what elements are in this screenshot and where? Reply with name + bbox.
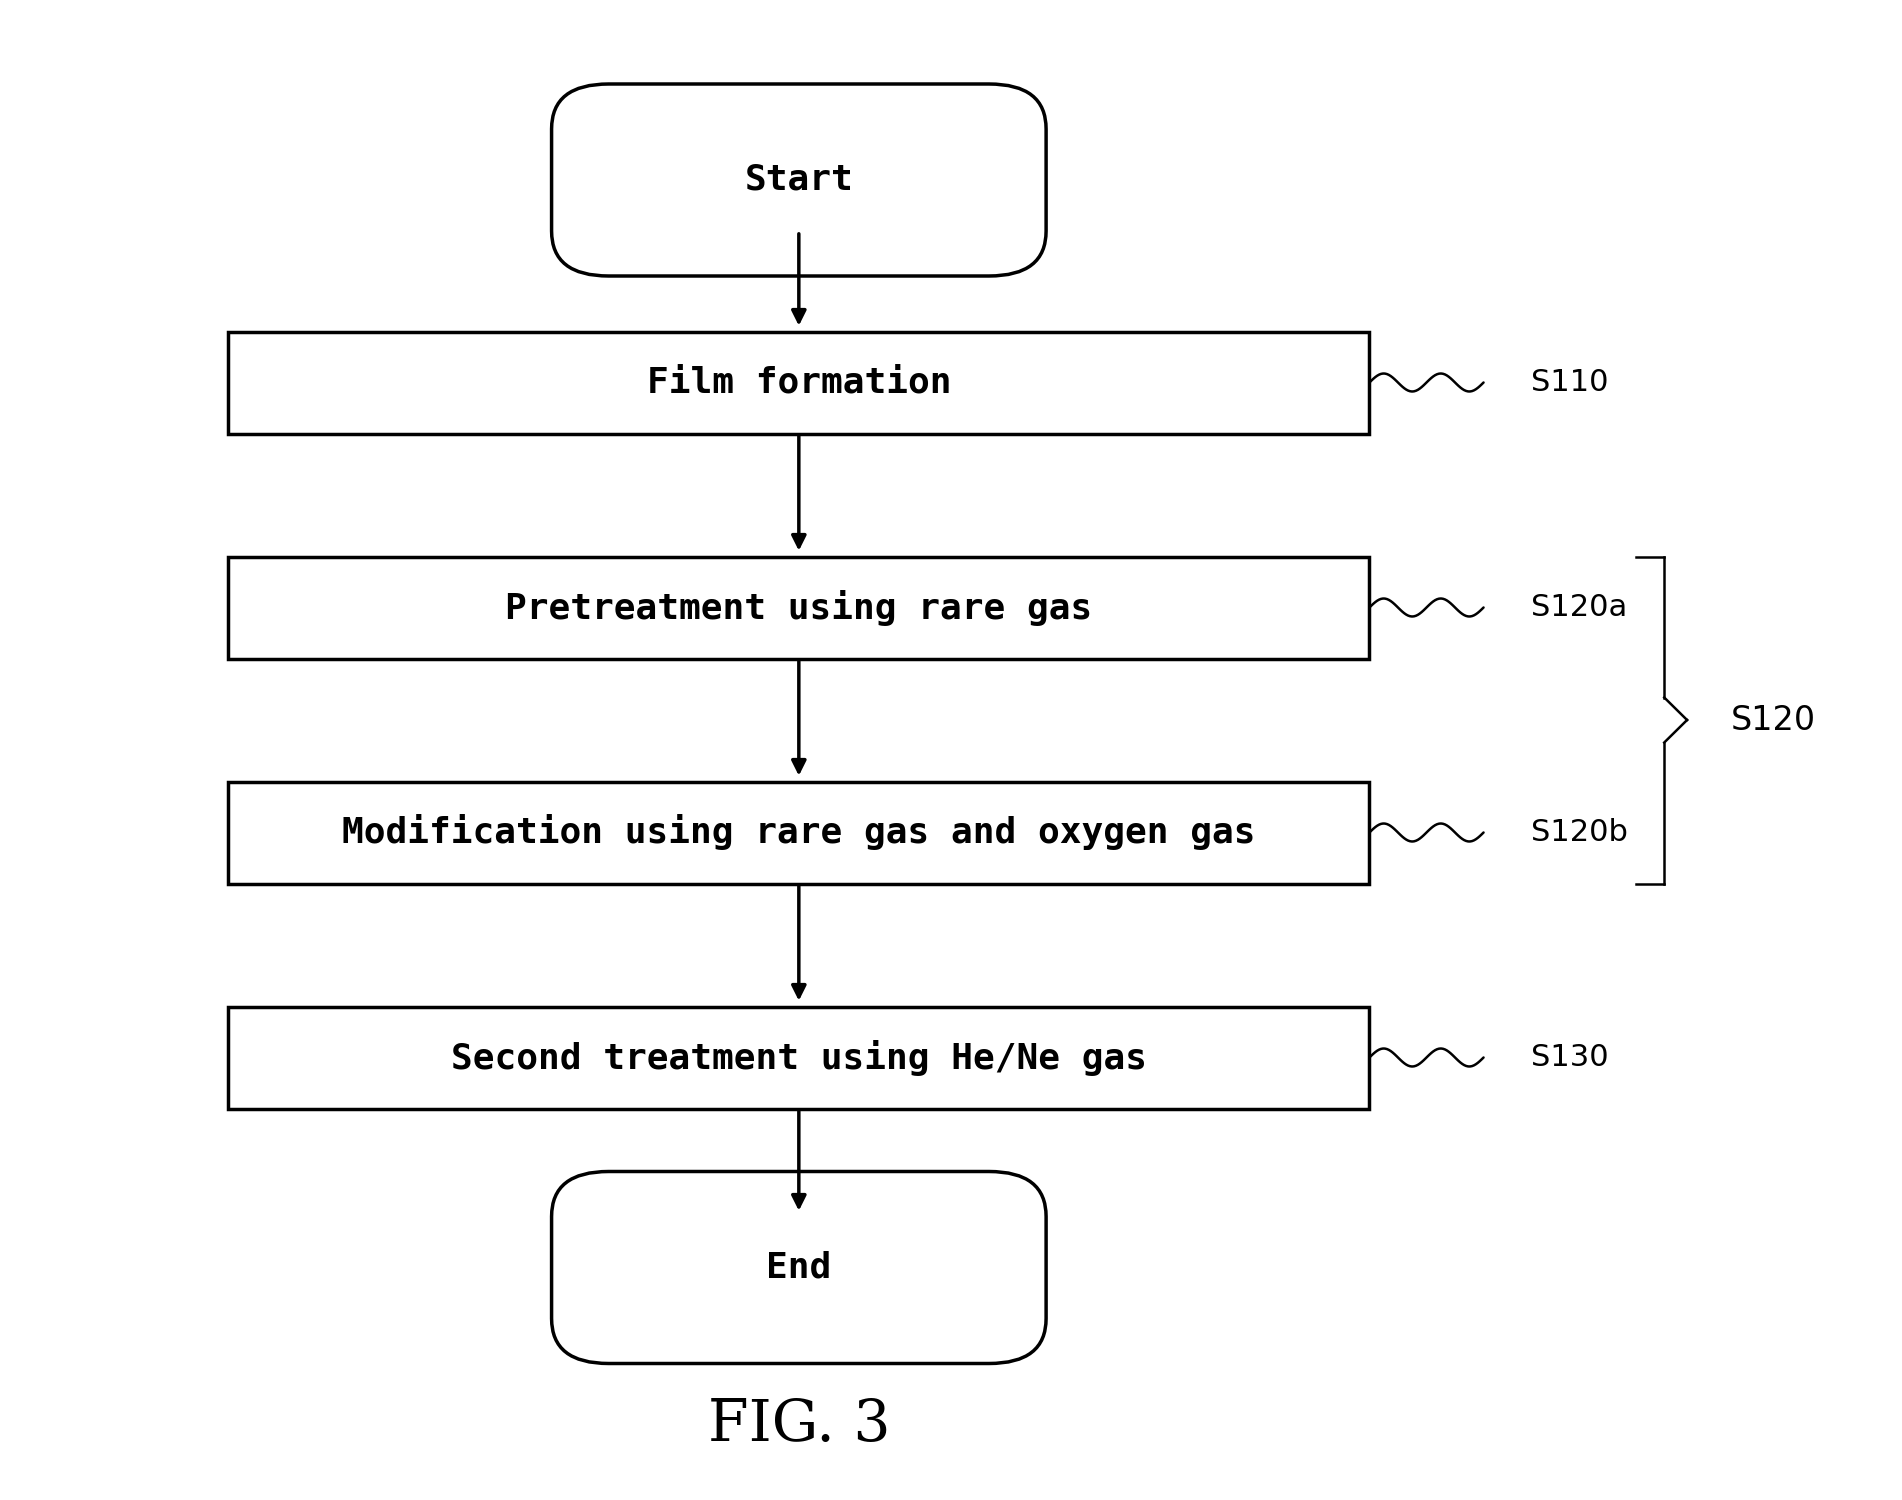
Text: Modification using rare gas and oxygen gas: Modification using rare gas and oxygen g… [342,815,1255,850]
Text: Second treatment using He/Ne gas: Second treatment using He/Ne gas [451,1040,1147,1076]
FancyBboxPatch shape [552,1172,1046,1364]
Text: S120a: S120a [1531,592,1628,622]
Text: Film formation: Film formation [647,366,951,399]
Text: Start: Start [744,164,854,196]
FancyBboxPatch shape [552,84,1046,276]
Text: FIG. 3: FIG. 3 [708,1396,890,1454]
Text: S110: S110 [1531,368,1609,398]
Text: S120b: S120b [1531,818,1628,848]
Text: Pretreatment using rare gas: Pretreatment using rare gas [506,590,1092,626]
Text: S120: S120 [1731,704,1816,736]
FancyBboxPatch shape [228,332,1369,434]
Text: S130: S130 [1531,1042,1609,1072]
FancyBboxPatch shape [228,782,1369,883]
Text: End: End [767,1251,831,1284]
FancyBboxPatch shape [228,556,1369,658]
FancyBboxPatch shape [228,1007,1369,1108]
